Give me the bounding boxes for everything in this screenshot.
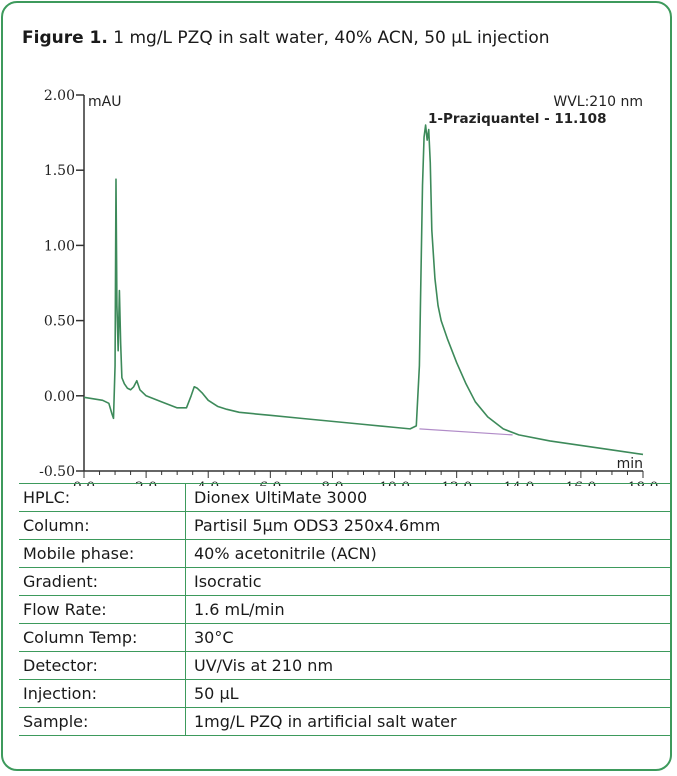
parameter-name: Gradient: xyxy=(19,567,186,596)
chart-axes xyxy=(83,95,643,472)
y-tick-label: 0.00 xyxy=(44,389,75,405)
table-row: Column: Partisil 5µm ODS3 250x4.6mm xyxy=(19,511,672,540)
parameter-name: Column: xyxy=(19,511,186,540)
y-tick-label: 0.50 xyxy=(44,314,75,330)
table-row: Mobile phase: 40% acetonitrile (ACN) xyxy=(19,539,672,568)
y-tick-label: 1.00 xyxy=(44,238,75,254)
parameter-name: Flow Rate: xyxy=(19,595,186,624)
parameter-name: Sample: xyxy=(19,707,186,736)
figure-caption-text: 1 mg/L PZQ in salt water, 40% ACN, 50 µL… xyxy=(107,28,550,48)
table-row: Column Temp: 30°C xyxy=(19,623,672,652)
parameter-value: UV/Vis at 210 nm xyxy=(185,651,672,680)
y-tick-label: 2.00 xyxy=(44,88,75,104)
parameter-value: Dionex UltiMate 3000 xyxy=(185,483,672,512)
parameter-value: Partisil 5µm ODS3 250x4.6mm xyxy=(185,511,672,540)
parameter-name: Column Temp: xyxy=(19,623,186,652)
parameter-value: 30°C xyxy=(185,623,672,652)
y-tick-label: 1.50 xyxy=(44,163,75,179)
parameter-value: 50 µL xyxy=(185,679,672,708)
chromatogram-trace xyxy=(83,124,644,456)
parameter-name: Detector: xyxy=(19,651,186,680)
parameter-name: HPLC: xyxy=(19,483,186,512)
figure-label: Figure 1. xyxy=(22,28,108,48)
parameter-name: Mobile phase: xyxy=(19,539,186,568)
peak-label: 1-Praziquantel - 11.108 xyxy=(428,111,606,127)
table-row: HPLC: Dionex UltiMate 3000 xyxy=(19,483,672,512)
table-row: Injection: 50 µL xyxy=(19,679,672,708)
x-axis-unit-label: min xyxy=(617,456,643,472)
parameter-value: 1.6 mL/min xyxy=(185,595,672,624)
chart-tick-labels: 2.001.501.000.500.00-0.500.02.04.06.08.0… xyxy=(39,88,658,486)
y-axis-unit-label: mAU xyxy=(88,94,121,110)
table-row: Sample: 1mg/L PZQ in artificial salt wate… xyxy=(19,707,672,736)
parameter-value: Isocratic xyxy=(185,567,672,596)
y-tick-label: -0.50 xyxy=(39,464,75,480)
table-row: Flow Rate: 1.6 mL/min xyxy=(19,595,672,624)
table-row: Gradient: Isocratic xyxy=(19,567,672,596)
chart-ticks xyxy=(76,94,644,478)
chromatogram-chart: 2.001.501.000.500.00-0.500.02.04.06.08.0… xyxy=(39,88,658,486)
hplc-parameters-table: HPLC: Dionex UltiMate 3000 Column: Partisil… xyxy=(19,483,672,736)
figure-caption: Figure 1. 1 mg/L PZQ in salt water, 40% … xyxy=(22,28,550,48)
wavelength-label: WVL:210 nm xyxy=(553,94,643,110)
chart-plot xyxy=(83,124,644,456)
table-row: Detector: UV/Vis at 210 nm xyxy=(19,651,672,680)
integration-baseline xyxy=(419,428,513,436)
parameter-value: 40% acetonitrile (ACN) xyxy=(185,539,672,568)
parameter-value: 1mg/L PZQ in artificial salt water xyxy=(185,707,672,736)
parameter-name: Injection: xyxy=(19,679,186,708)
